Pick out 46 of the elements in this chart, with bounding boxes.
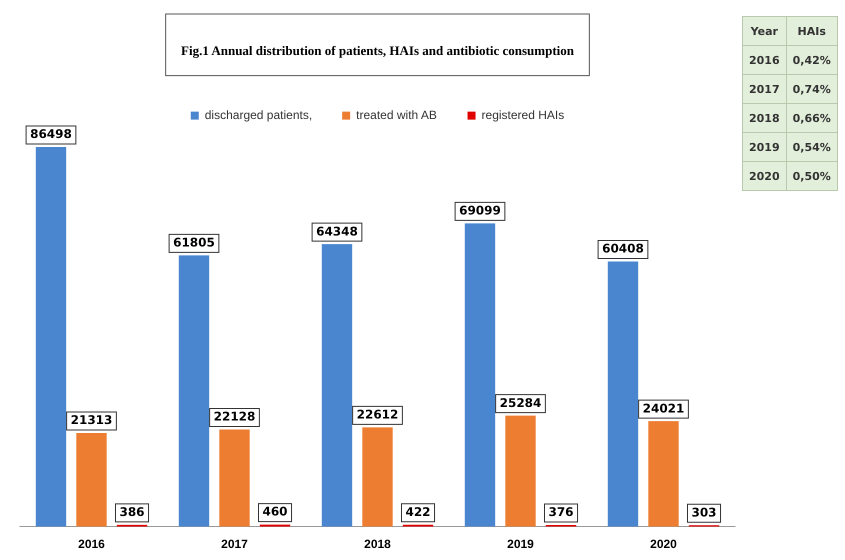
data-label: 460	[262, 504, 288, 519]
data-label: 24021	[642, 401, 684, 416]
data-label: 376	[548, 505, 574, 520]
legend-label: registered HAIs	[482, 108, 564, 122]
x-tick-label: 2018	[364, 537, 392, 552]
data-label: 22128	[214, 410, 256, 424]
x-tick-label: 2019	[507, 537, 534, 552]
bar	[178, 255, 210, 527]
bar	[505, 416, 536, 527]
text: 2017	[742, 74, 786, 104]
x-tick-label: 2016	[78, 537, 106, 552]
chart-title: Fig.1 Annual distribution of patients, HAIs and antibiotic consumption	[181, 43, 575, 58]
data-label: 422	[405, 504, 431, 519]
data-label: 386	[119, 505, 145, 520]
bar	[608, 261, 638, 527]
bar	[36, 146, 66, 527]
text: 2020	[742, 162, 786, 190]
data-label: 60408	[602, 242, 644, 256]
text: 2019	[742, 132, 786, 162]
data-label: 61805	[173, 235, 215, 250]
bar	[362, 427, 393, 527]
data-label: 86498	[30, 127, 72, 142]
legend-label: discharged patients,	[204, 108, 312, 122]
text: 2016	[742, 46, 786, 74]
data-label: 25284	[500, 396, 542, 410]
bar	[322, 244, 352, 527]
text: 0,66%	[786, 104, 838, 132]
bar	[464, 223, 496, 527]
data-label: 303	[691, 505, 717, 520]
text: 2018	[742, 104, 786, 132]
text: Year	[742, 16, 786, 46]
data-label: 21313	[70, 413, 112, 428]
legend-label: treated with AB	[356, 108, 437, 122]
text: HAIs	[786, 16, 838, 46]
text: 0,54%	[786, 132, 838, 162]
data-label: 22612	[356, 407, 398, 422]
bar	[219, 429, 250, 527]
text: 0,42%	[786, 46, 838, 74]
text: 0,74%	[786, 74, 838, 104]
x-tick-label: 2020	[650, 537, 678, 552]
bar	[648, 421, 679, 527]
data-label: 69099	[459, 203, 501, 218]
text: 0,50%	[786, 162, 838, 190]
bar	[76, 433, 107, 527]
data-label: 64348	[316, 224, 358, 238]
x-tick-label: 2017	[221, 537, 248, 552]
